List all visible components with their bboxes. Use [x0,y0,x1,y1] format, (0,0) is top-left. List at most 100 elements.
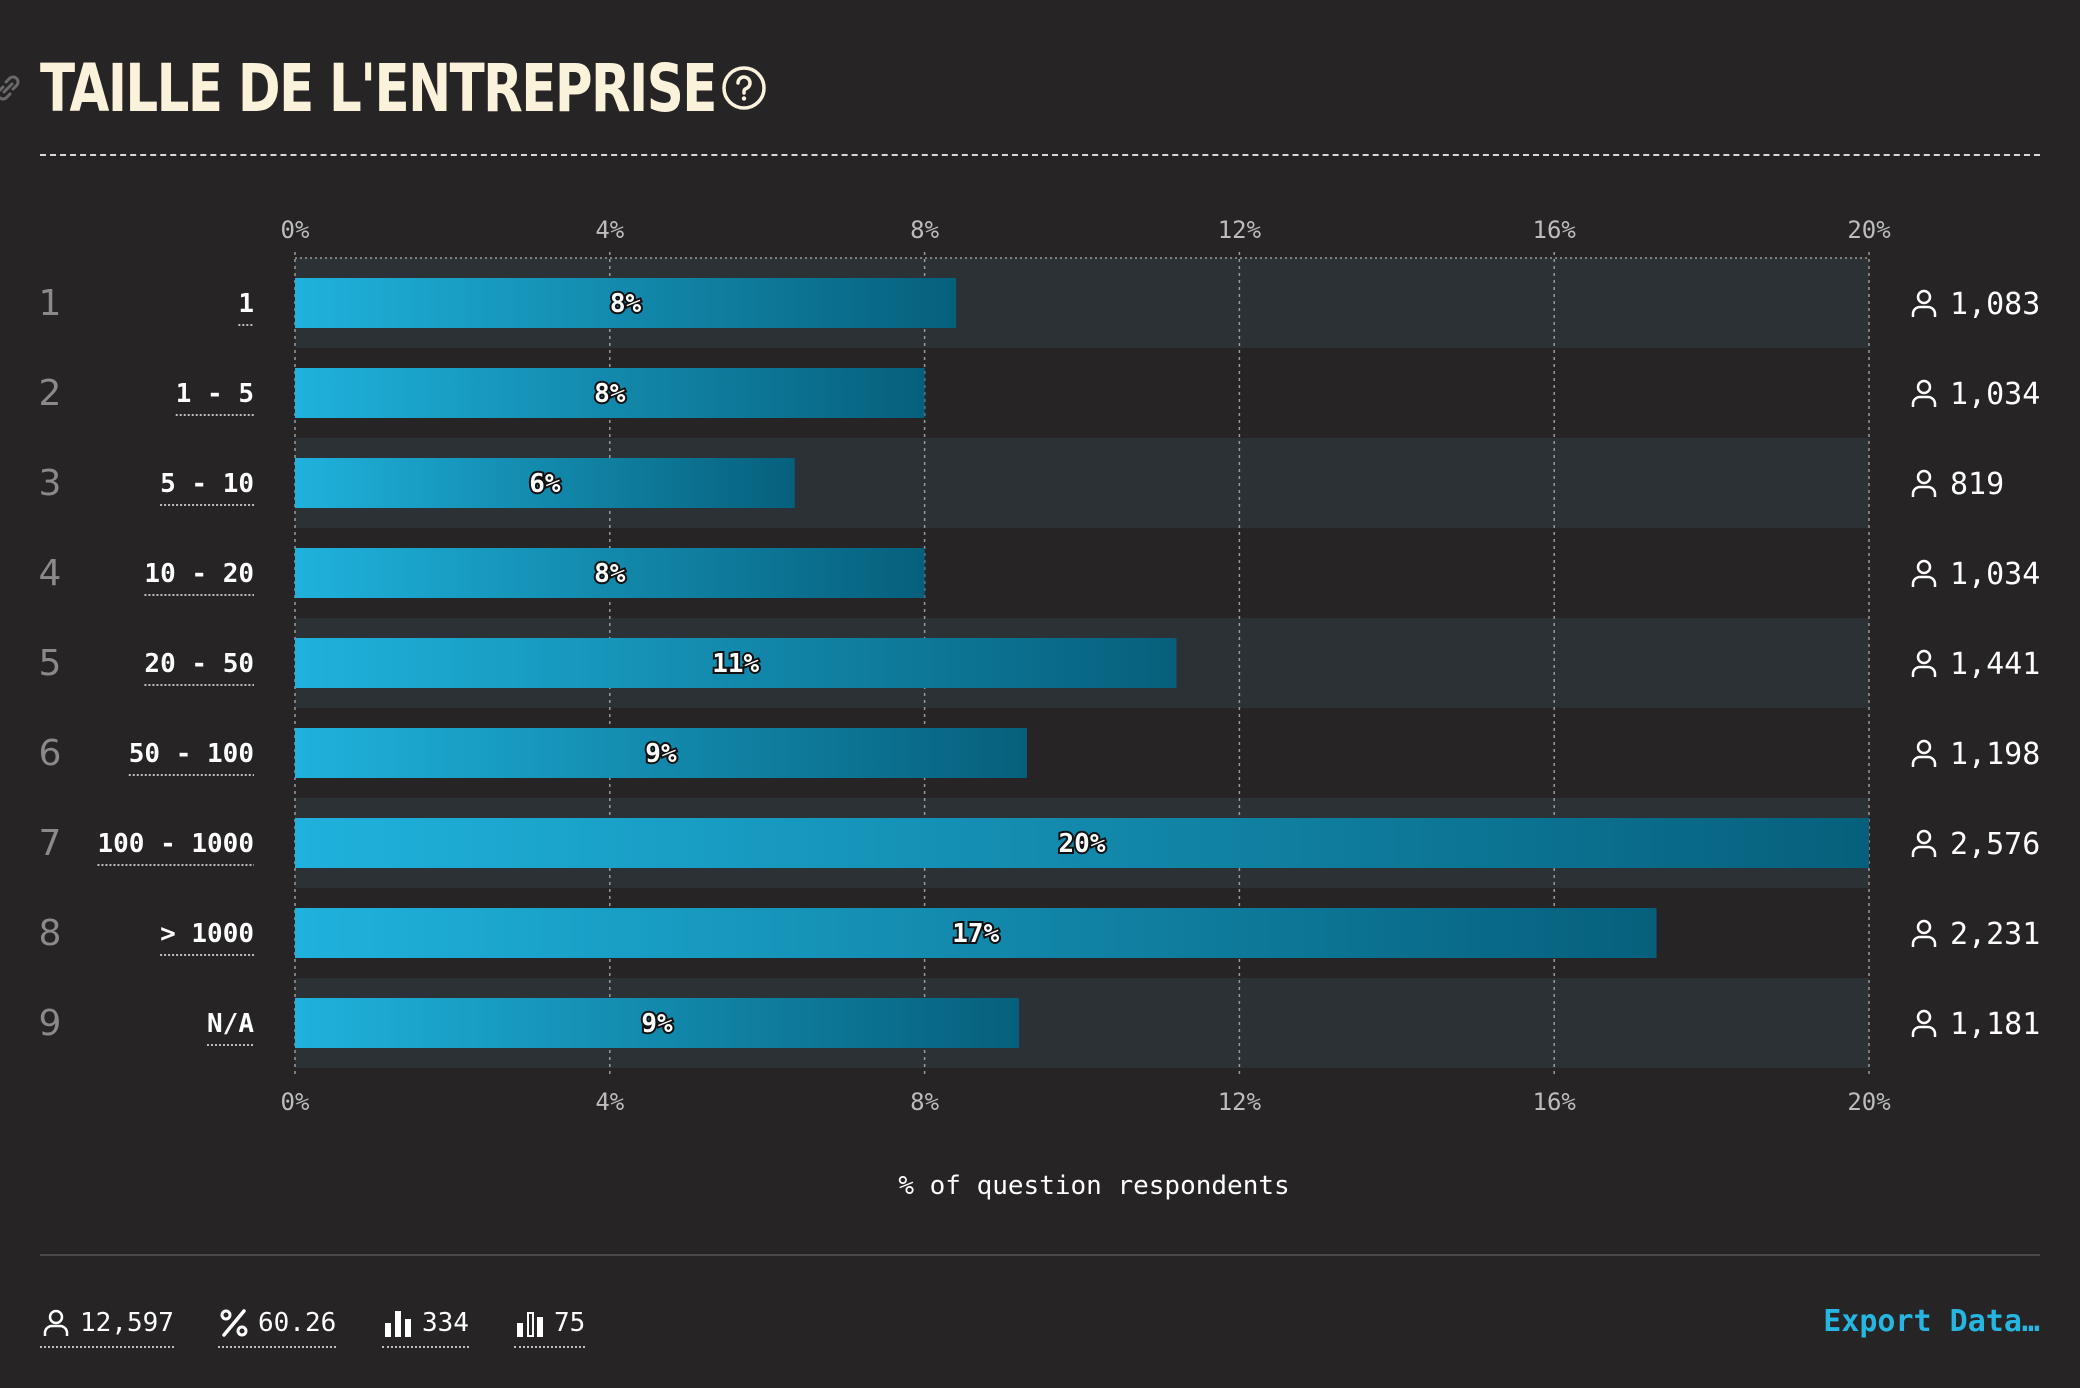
stat-percent[interactable]: 60.26 [218,1302,337,1348]
respondent-count: 2,231 [1950,917,2040,952]
stat-value: 60.26 [258,1308,337,1338]
respondent-count: 1,083 [1950,287,2040,322]
percent-icon [220,1309,248,1337]
respondent-count: 1,034 [1950,377,2040,412]
category-label[interactable]: 5 - 10 [160,469,254,499]
category-label[interactable]: > 1000 [160,919,254,949]
x-tick-label-bottom: 16% [1533,1088,1577,1116]
x-tick-label-bottom: 0% [281,1088,310,1116]
stat-bars[interactable]: 334 [382,1302,469,1348]
rank-number: 2 [39,373,62,414]
user-icon-body [1911,935,1937,947]
user-icon [1911,379,1937,407]
x-tick-label-top: 8% [910,216,939,244]
bar-chart-outline-icon [517,1312,543,1337]
respondent-count: 2,576 [1950,827,2040,862]
user-icon-body [1911,485,1937,497]
user-icon-head [1916,469,1932,485]
stat-value: 75 [554,1308,586,1338]
x-tick-label-bottom: 20% [1847,1088,1891,1116]
bar-value-label: 17% [952,919,999,949]
user-icon-body [1911,1025,1937,1037]
x-tick-label-top: 20% [1847,216,1891,244]
category-label[interactable]: 100 - 1000 [97,829,254,859]
footer-divider [40,1254,2040,1256]
user-icon [1911,559,1937,587]
user-icon [1911,919,1937,947]
category-label[interactable]: 10 - 20 [144,559,254,589]
title-divider [40,154,2040,156]
bar-value-label: 8% [594,379,626,409]
bar-chart: 0% 0% 4% 4% 8% 8% 12% 12% 16% 16% 20% 20% 8% 1 1 1,083 8… [39,216,2041,1201]
user-icon-head [1916,559,1932,575]
stat-value: 12,597 [80,1308,174,1338]
bar-chart-icon [385,1311,411,1337]
rank-number: 7 [39,823,62,864]
rank-number: 3 [39,463,62,504]
user-icon [1911,649,1937,677]
user-icon [1911,829,1937,857]
bar[interactable] [295,638,1177,688]
bar-value-label: 20% [1059,829,1106,859]
user-icon-body [1911,305,1937,317]
rank-number: 1 [39,283,62,324]
bar-value-label: 8% [594,559,626,589]
category-label[interactable]: N/A [207,1009,254,1039]
help-icon[interactable] [720,64,768,112]
stat-bars-outline[interactable]: 75 [514,1302,586,1348]
stat-respondents[interactable]: 12,597 [40,1302,174,1348]
user-icon-head [1916,739,1932,755]
x-tick-label-bottom: 4% [595,1088,624,1116]
rank-number: 4 [39,553,62,594]
user-icon-head [1916,1009,1932,1025]
rank-number: 9 [39,1003,62,1044]
bar-value-label: 9% [645,739,677,769]
bar[interactable] [295,818,1869,868]
bar-value-label: 6% [529,469,561,499]
user-icon-head [1916,919,1932,935]
bar-value-label: 11% [712,649,759,679]
user-icon [1911,469,1937,497]
bar-value-label: 9% [641,1009,673,1039]
user-icon-body [1911,395,1937,407]
x-tick-label-top: 12% [1218,216,1262,244]
x-tick-label-top: 0% [281,216,310,244]
x-axis-title: % of question respondents [898,1171,1289,1201]
user-icon-body [1911,575,1937,587]
user-icon-head [1916,289,1932,305]
bar[interactable] [295,368,925,418]
bar[interactable] [295,998,1020,1048]
export-data-link[interactable]: Export Data… [1823,1304,2040,1339]
respondent-count: 819 [1950,467,2004,502]
bar[interactable] [295,458,795,508]
category-label[interactable]: 1 [238,289,254,319]
category-label[interactable]: 50 - 100 [129,739,254,769]
respondent-count: 1,181 [1950,1007,2040,1042]
category-label[interactable]: 1 - 5 [176,379,254,409]
category-label[interactable]: 20 - 50 [144,649,254,679]
user-icon [1911,289,1937,317]
rank-number: 6 [39,733,62,774]
stat-value: 334 [422,1308,469,1338]
link-icon[interactable] [0,72,24,104]
bar[interactable] [295,728,1027,778]
bar-value-label: 8% [610,289,642,319]
x-tick-label-top: 16% [1533,216,1577,244]
respondent-count: 1,034 [1950,557,2040,592]
rank-number: 5 [39,643,62,684]
user-icon-head [1916,829,1932,845]
user-icon [1911,739,1937,767]
bar[interactable] [295,908,1657,958]
x-tick-label-top: 4% [595,216,624,244]
page-title: TAILLE DE L'ENTREPRISE [40,50,717,127]
user-icon-body [1911,665,1937,677]
respondent-count: 1,198 [1950,737,2040,772]
user-icon [1911,1009,1937,1037]
bar[interactable] [295,278,957,328]
user-icon-head [1916,379,1932,395]
x-tick-label-bottom: 12% [1218,1088,1262,1116]
user-icon-body [1911,755,1937,767]
user-icon-head [1916,649,1932,665]
bar[interactable] [295,548,925,598]
rank-number: 8 [39,913,62,954]
